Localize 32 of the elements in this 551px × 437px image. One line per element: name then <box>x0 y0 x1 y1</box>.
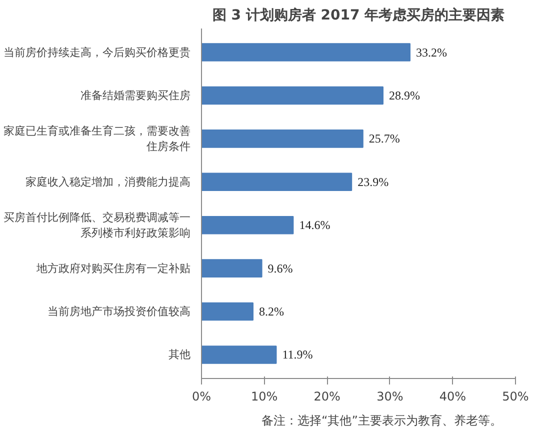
bar <box>202 86 384 105</box>
text: 备注：选择“其他”主要表示为教育、养老等。 <box>262 414 502 428</box>
bar <box>202 172 352 192</box>
chart-title: 图 3 计划购房者 2017 年考虑买房的主要因素 <box>212 6 505 24</box>
data-label: 14.6% <box>299 218 330 232</box>
x-tick-label: 20% <box>314 390 340 404</box>
y-tick-label: 地方政府对购买住房有一定补贴 <box>36 262 190 275</box>
data-label: 11.9% <box>282 348 313 362</box>
y-tick-label: 家庭已生育或准备生育二孩，需要改善住房条件 <box>4 124 190 153</box>
x-tick-label: 0% <box>192 390 212 404</box>
bar <box>202 302 254 321</box>
y-tick-label: 当前房价持续走高，今后购买价格更贵 <box>4 46 190 59</box>
data-label: 25.7% <box>368 132 400 146</box>
data-label: 9.6% <box>268 261 293 276</box>
y-tick-label: 准备结婚需要购买住房 <box>80 88 190 102</box>
data-label: 8.2% <box>258 304 284 319</box>
y-tick-label: 其他 <box>168 348 190 362</box>
bar <box>202 346 277 364</box>
bar <box>202 43 410 62</box>
bar <box>202 259 262 278</box>
data-label: 23.9% <box>358 174 389 189</box>
bar <box>202 130 364 148</box>
data-label: 33.2% <box>416 45 447 60</box>
y-tick-label: 买房首付比例降低、交易税费调减等一系列楼市利好政策影响 <box>4 210 190 240</box>
bar <box>202 216 294 234</box>
y-tick-label: 当前房地产市场投资价值较高 <box>48 305 190 318</box>
x-tick-label: 10% <box>250 390 278 404</box>
x-tick-label: 50% <box>502 390 529 404</box>
data-label: 28.9% <box>388 88 420 102</box>
x-tick-label: 40% <box>439 390 466 404</box>
y-tick-label: 家庭收入稳定增加，消费能力提高 <box>26 175 190 188</box>
x-tick-label: 30% <box>376 390 404 404</box>
